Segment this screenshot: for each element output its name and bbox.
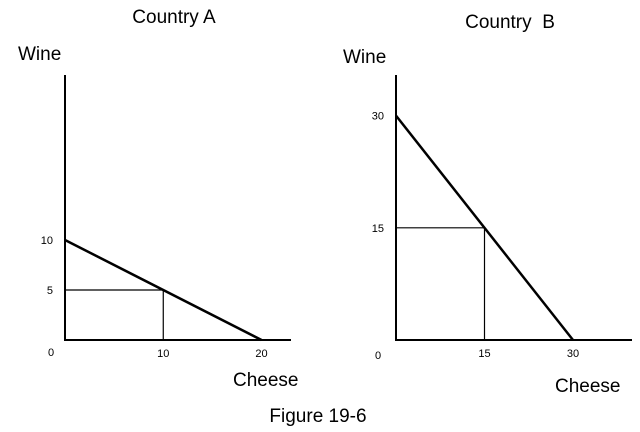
- chart-a-y-tick-label: 10: [41, 235, 53, 247]
- panel-country-b: Country B Wine Cheese 0 15 30 15 30: [343, 12, 632, 397]
- chart-b-y-tick-label: 15: [372, 223, 384, 235]
- chart-b-title: Country B: [465, 12, 555, 33]
- chart-a-x-tick-label: 10: [157, 348, 169, 360]
- chart-a-origin-label: 0: [48, 347, 54, 359]
- chart-b-y-axis-title: Wine: [343, 47, 386, 68]
- chart-b-x-tick-label: 15: [478, 348, 490, 360]
- chart-a-y-axis-title: Wine: [18, 44, 61, 65]
- chart-a-title: Country A: [132, 7, 216, 28]
- panel-country-a: Country A Wine Cheese 0 10 20 5 10: [18, 7, 299, 391]
- chart-a-x-axis-title: Cheese: [233, 370, 299, 391]
- chart-b-x-tick-label: 30: [567, 348, 579, 360]
- chart-a-x-tick-label: 20: [255, 348, 267, 360]
- chart-b-origin-label: 0: [375, 350, 381, 362]
- figure-caption: Figure 19-6: [269, 406, 366, 427]
- chart-a-y-tick-label: 5: [47, 285, 53, 297]
- chart-b-x-axis-title: Cheese: [555, 376, 621, 397]
- chart-b-y-tick-label: 30: [372, 111, 384, 123]
